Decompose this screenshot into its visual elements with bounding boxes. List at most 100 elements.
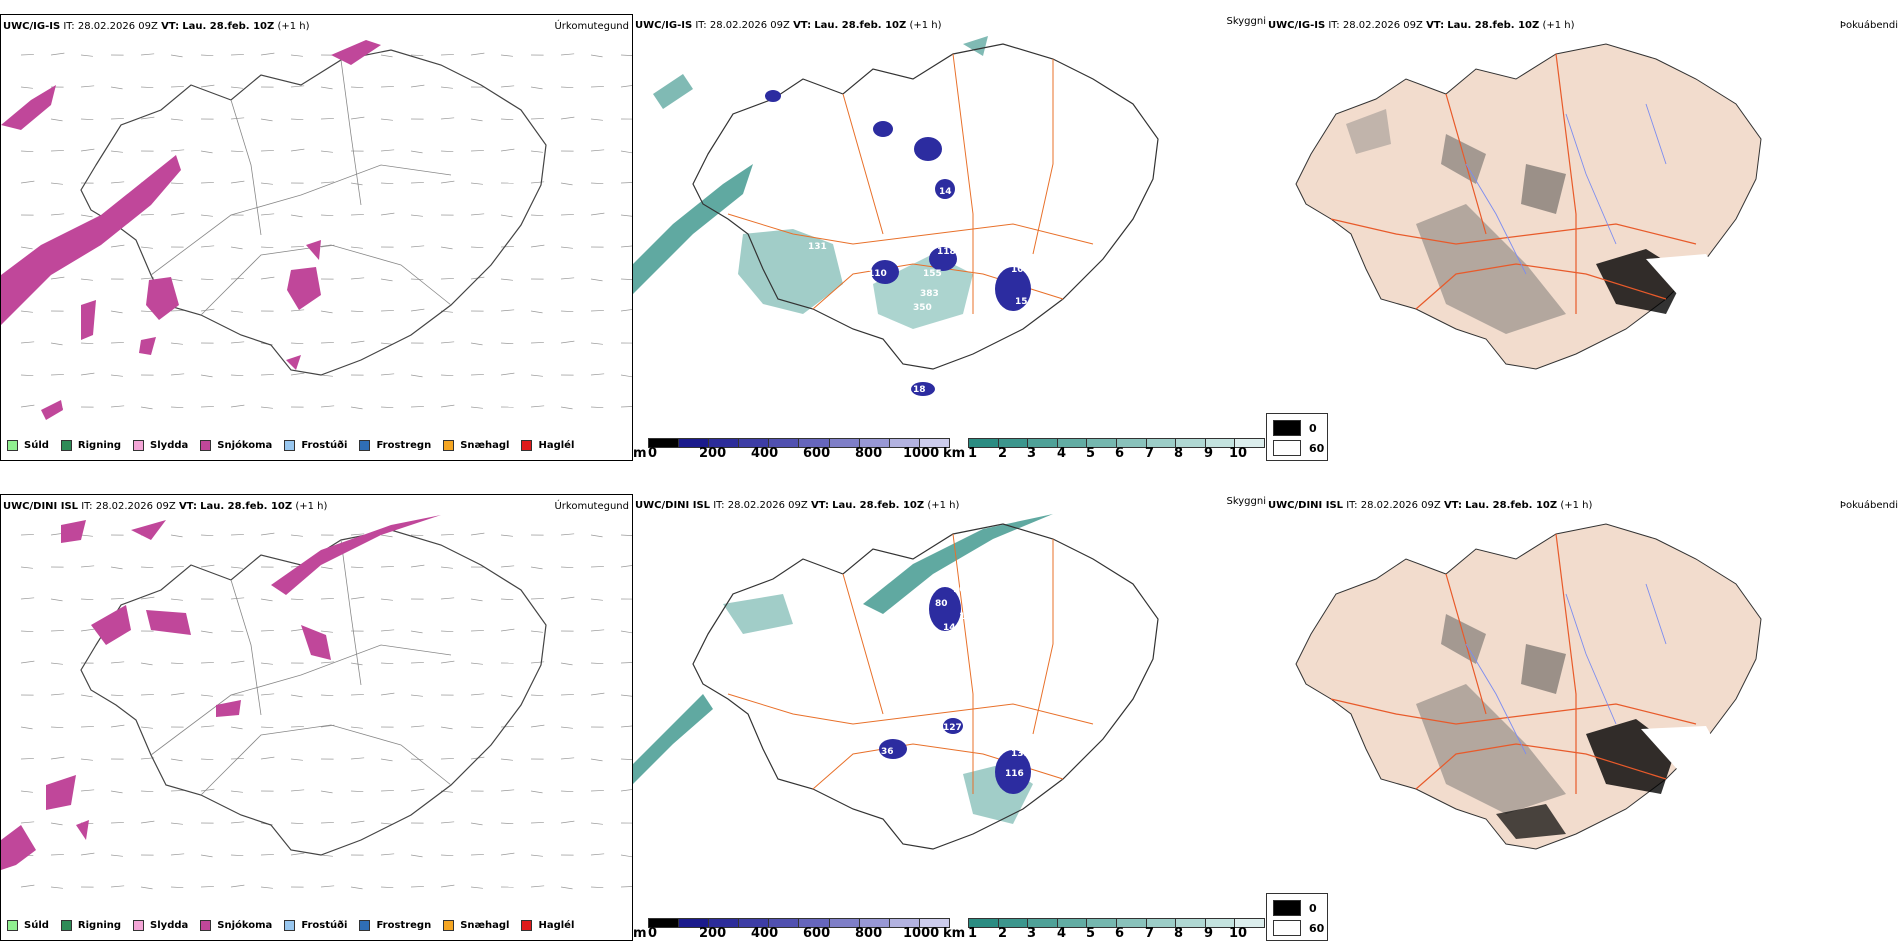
colorbar-segment [739,919,770,927]
colorbar-segment [1087,919,1117,927]
wind-barb [230,884,245,888]
wind-barb [470,662,483,665]
wind-barb [620,886,632,888]
wind-barb [380,853,395,856]
lead-time: (+1 h) [295,501,328,512]
wind-barb [80,789,95,792]
wind-barb [440,758,454,760]
wind-barb [140,246,153,249]
wind-barb [500,309,515,312]
snow-area-2 [1,85,56,130]
fog-legend-row1: 0 60 [1266,413,1328,461]
fog-swatch [1273,920,1301,936]
wind-barb [200,854,213,858]
wind-barb [590,853,605,856]
wind-barb [380,118,393,121]
snow-area-5 [146,610,191,635]
wind-barb [320,150,333,153]
wind-barb [410,788,425,792]
wind-barb [260,726,274,729]
wind-barb [110,724,125,728]
colorbar-segment [1205,439,1236,447]
wind-barb [110,86,123,90]
wind-barb [110,310,123,314]
wind-barb [350,596,365,600]
wind-barb [200,374,213,378]
wind-barb [470,182,483,185]
wind-barb [50,276,65,280]
wind-barb [440,566,453,569]
snow-area-10 [76,820,89,840]
wind-barb [20,758,34,760]
legend-label: Haglél [538,920,575,931]
legend-swatch [443,440,455,451]
wind-barb [350,820,365,824]
legend-label: Frostúði [301,920,348,931]
colorbar-segment [1205,919,1236,927]
cloud-label: 18 [913,385,926,395]
wind-barb [290,822,304,825]
fog-swatch [1273,420,1301,436]
cbar-tick: 400 [751,446,779,461]
legend-item: Slydda [133,920,188,931]
cloud-label: 118 [937,247,956,257]
wind-barb [20,374,34,377]
wind-barb [470,886,483,889]
wind-barb [260,662,273,665]
fog-map-row2 [1295,523,1762,850]
cloud-label: 18 [943,132,956,142]
wind-barb [140,662,153,666]
snow-area-7 [81,300,96,340]
cbar-tick: 10 [1229,926,1248,941]
wind-barb [590,629,605,632]
wind-barb [170,598,183,601]
wind-barb [440,597,455,600]
wind-barb [80,85,95,88]
wind-barb [350,182,363,186]
wind-barb [590,758,603,762]
wind-barb [230,54,244,56]
wind-barb [500,278,513,281]
cloud-base-ticks: m 0 200 400 600 800 1000 [633,926,953,941]
vis-title: Skyggni [1226,496,1266,507]
wind-barb [410,84,425,88]
wind-barb [20,246,33,250]
wind-barb [500,694,513,698]
wind-barb [20,54,34,56]
wind-barb [380,278,393,282]
vis-area-2 [863,514,1053,614]
wind-barb [440,150,454,153]
legend-label: Haglél [538,440,575,451]
snow-area-6 [301,625,331,660]
wind-barb [380,758,393,762]
fog-shade [1496,804,1566,839]
wind-barb [110,244,125,248]
header-row2-fog: UWC/DINI ISL IT: 28.02.2026 09Z VT: Lau.… [1268,500,1592,511]
fog-swatch [1273,900,1301,916]
wind-barb [470,213,485,216]
wind-barb [560,310,574,313]
wind-barb [590,406,604,409]
wind-barb [620,789,632,792]
wind-barb [590,310,604,312]
precip-title: Úrkomutegund [554,21,629,32]
wind-barb [20,597,35,600]
wind-barb [200,694,213,697]
wind-barb [410,406,424,408]
cloud-base-area [929,247,957,271]
colorbar-segment [679,439,710,447]
wind-barb [20,534,34,536]
wind-barb [560,277,575,280]
wind-barb [440,117,455,120]
wind-barb [80,372,95,376]
wind-barb [290,726,304,728]
vt-label: VT: [810,500,829,511]
wind-barb [290,246,304,248]
iceland-outline [80,529,547,856]
wind-barb [50,374,64,376]
wind-barb [350,886,363,890]
wind-barb [50,118,63,122]
wind-barb [560,406,573,410]
fog-label: 60 [1309,441,1325,455]
legend-swatch [359,440,371,451]
